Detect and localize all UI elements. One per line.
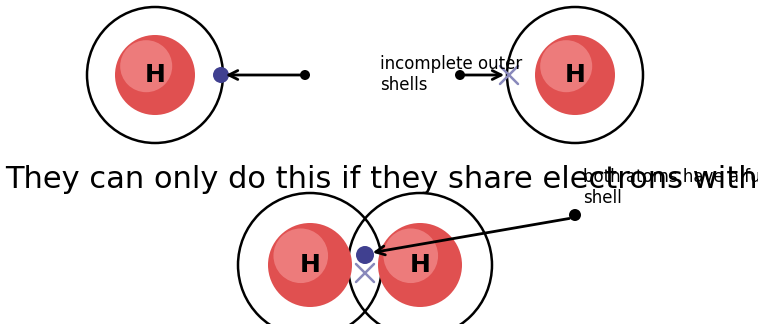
Circle shape xyxy=(356,246,374,264)
Text: They can only do this if they share electrons with each other.: They can only do this if they share elec… xyxy=(5,165,758,194)
Circle shape xyxy=(455,70,465,80)
Circle shape xyxy=(535,35,615,115)
Text: H: H xyxy=(409,253,431,277)
Circle shape xyxy=(378,223,462,307)
Circle shape xyxy=(121,40,172,92)
Circle shape xyxy=(540,40,592,92)
Circle shape xyxy=(274,228,328,283)
Text: both atoms have a full outer
shell: both atoms have a full outer shell xyxy=(583,168,758,207)
Circle shape xyxy=(384,228,438,283)
Text: H: H xyxy=(299,253,321,277)
Text: incomplete outer
shells: incomplete outer shells xyxy=(380,55,522,94)
Circle shape xyxy=(268,223,352,307)
Text: H: H xyxy=(145,63,165,87)
Circle shape xyxy=(569,209,581,221)
Circle shape xyxy=(300,70,310,80)
Text: H: H xyxy=(565,63,585,87)
Circle shape xyxy=(213,67,229,83)
Circle shape xyxy=(115,35,195,115)
